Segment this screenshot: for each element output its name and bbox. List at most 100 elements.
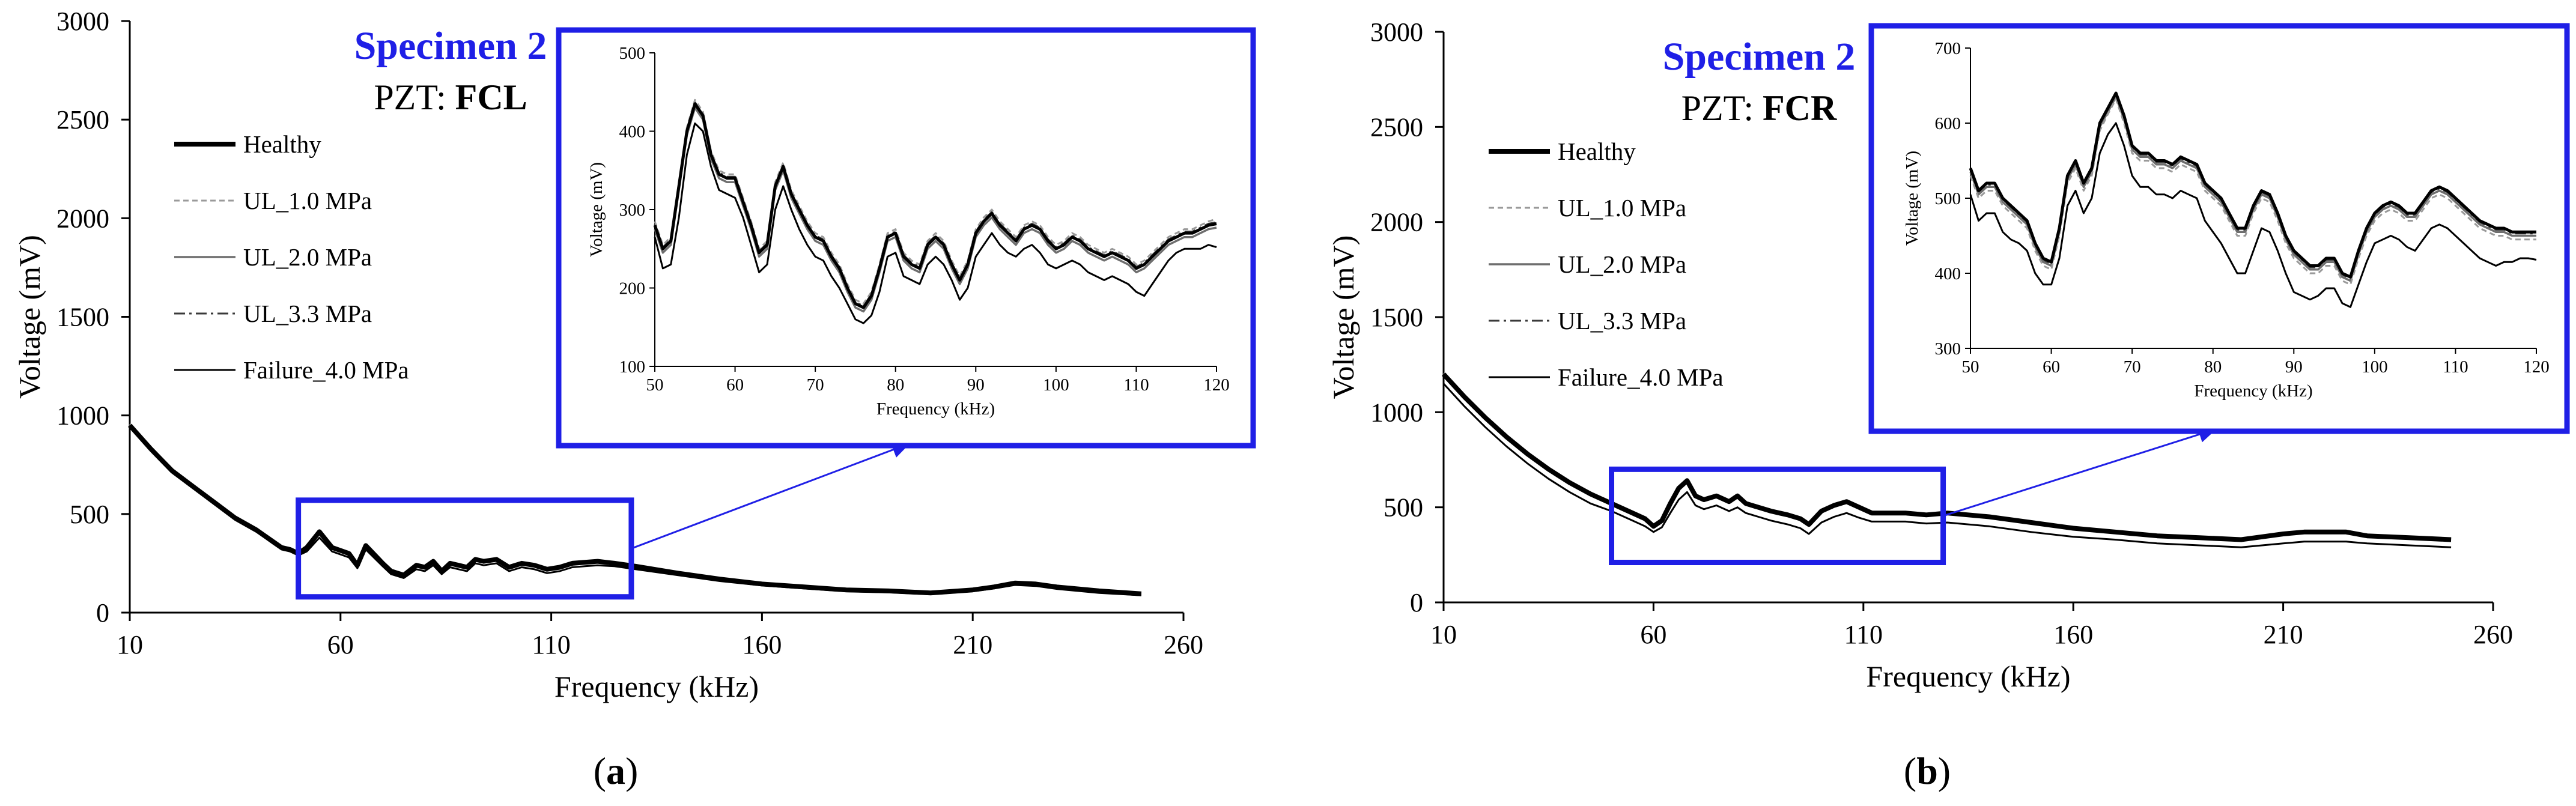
inset-x-tick-label: 80 — [2204, 357, 2222, 377]
y-tick-label: 1500 — [56, 303, 109, 332]
legend-label: Failure_4.0 MPa — [243, 356, 409, 384]
x-tick-label: 10 — [1430, 620, 1457, 649]
y-tick-label: 500 — [70, 500, 109, 529]
inset-y-tick-label: 400 — [1935, 264, 1961, 283]
legend-label: Healthy — [1558, 138, 1636, 165]
inset-y-tick-label: 500 — [1935, 189, 1961, 208]
inset-y-tick-label: 300 — [1935, 339, 1961, 359]
inset-x-tick-label: 100 — [2362, 357, 2388, 377]
inset-series-line-healthy — [1969, 91, 2536, 279]
inset-frame — [556, 27, 1256, 449]
inset-y-tick-label: 200 — [619, 279, 646, 298]
pzt-title: PZT: FCR — [1681, 88, 1837, 128]
inset-x-tick-label: 110 — [1123, 375, 1149, 395]
y-tick-label: 1000 — [56, 401, 109, 431]
inset-x-tick-label: 120 — [2523, 357, 2550, 377]
x-tick-label: 60 — [327, 630, 354, 659]
inset-x-tick-label: 70 — [807, 375, 824, 395]
x-tick-label: 210 — [953, 630, 992, 659]
specimen-title: Specimen 2 — [1663, 35, 1856, 79]
zoom-highlight-box — [1609, 466, 1946, 565]
panel-caption: (b) — [1904, 750, 1951, 792]
x-tick-label: 10 — [117, 630, 143, 659]
zoom-connector-line — [1943, 428, 2217, 517]
panel-caption: (a) — [594, 750, 639, 792]
inset-frame — [1868, 23, 2570, 434]
x-tick-label: 260 — [1164, 630, 1203, 659]
x-tick-label: 110 — [1844, 620, 1883, 649]
y-tick-label: 2500 — [56, 105, 109, 135]
x-axis-title: Frequency (kHz) — [1866, 659, 2070, 693]
x-tick-label: 210 — [2264, 620, 2303, 649]
inset-y-tick-label: 700 — [1935, 39, 1961, 58]
series-line-failure-4-0-mpa — [1442, 383, 2452, 548]
legend-label: UL_2.0 MPa — [1558, 250, 1686, 278]
inset-y-tick-label: 400 — [619, 123, 646, 142]
panel-b: 0 500 1000 1500 2000 2500 3000 10 60 110 160 210 260… — [1326, 17, 2570, 792]
panel-a: 0 500 1000 1500 2000 2500 3000 10 60 110 160 210 260… — [13, 7, 1256, 792]
legend-label: UL_1.0 MPa — [243, 187, 372, 214]
x-tick-label: 60 — [1640, 620, 1666, 649]
inset-x-tick-label: 90 — [2285, 357, 2303, 377]
y-tick-label: 0 — [1410, 588, 1423, 617]
inset-x-tick-label: 50 — [1962, 357, 1979, 377]
pzt-title: PZT: FCL — [374, 77, 527, 117]
inset-series-line-failure-4-0-mpa — [1969, 122, 2537, 308]
y-tick-label: 2000 — [1370, 208, 1423, 237]
y-axis-title: Voltage (mV) — [1326, 235, 1360, 399]
inset-x-tick-label: 50 — [646, 375, 664, 395]
inset-x-axis-title: Frequency (kHz) — [2194, 381, 2312, 401]
inset-x-tick-label: 90 — [967, 375, 985, 395]
legend-label: Failure_4.0 MPa — [1558, 363, 1724, 391]
legend-label: UL_1.0 MPa — [1558, 194, 1686, 222]
inset-y-tick-label: 500 — [619, 44, 646, 63]
x-tick-label: 160 — [742, 630, 782, 659]
pzt-sensor-id: FCL — [455, 77, 527, 117]
legend-label: UL_2.0 MPa — [243, 243, 372, 271]
inset-series-line-ul-1-0-mpa — [1969, 98, 2536, 286]
x-axis-title: Frequency (kHz) — [554, 670, 759, 703]
inset-x-axis-title: Frequency (kHz) — [876, 399, 995, 419]
inset-y-tick-label: 300 — [619, 201, 646, 220]
inset-series-line-healthy — [653, 102, 1217, 309]
y-tick-label: 2500 — [1370, 112, 1423, 142]
x-tick-label: 110 — [532, 630, 570, 659]
inset-y-axis-title: Voltage (mV) — [1903, 151, 1922, 246]
inset-series-line-failure-4-0-mpa — [654, 122, 1217, 324]
inset-x-tick-label: 60 — [2043, 357, 2060, 377]
legend-label: Healthy — [243, 130, 321, 158]
pzt-sensor-id: FCR — [1763, 88, 1837, 128]
panel-letter: a — [606, 750, 625, 792]
y-tick-label: 500 — [1384, 493, 1423, 523]
inset-x-tick-label: 80 — [887, 375, 904, 395]
x-tick-label: 160 — [2053, 620, 2093, 649]
inset-x-tick-label: 110 — [2443, 357, 2468, 377]
inset-x-tick-label: 100 — [1043, 375, 1069, 395]
legend-label: UL_3.3 MPa — [243, 300, 372, 327]
inset-y-tick-label: 100 — [619, 357, 646, 377]
inset-x-tick-label: 60 — [726, 375, 744, 395]
y-axis-title: Voltage (mV) — [13, 235, 46, 399]
y-tick-label: 1500 — [1370, 303, 1423, 332]
inset-x-tick-label: 70 — [2124, 357, 2141, 377]
series-line-healthy — [1442, 372, 2452, 542]
inset-y-tick-label: 600 — [1935, 114, 1961, 133]
specimen-title: Specimen 2 — [354, 24, 547, 68]
y-tick-label: 2000 — [56, 204, 109, 233]
y-tick-label: 1000 — [1370, 398, 1423, 427]
x-tick-label: 260 — [2473, 620, 2513, 649]
inset-x-tick-label: 120 — [1203, 375, 1230, 395]
series-line-healthy — [128, 423, 1142, 596]
zoom-highlight-box — [296, 497, 634, 600]
pzt-prefix: PZT: — [374, 77, 455, 117]
inset-y-axis-title: Voltage (mV) — [587, 162, 606, 257]
y-tick-label: 3000 — [56, 7, 109, 36]
y-tick-label: 3000 — [1370, 17, 1423, 47]
legend-label: UL_3.3 MPa — [1558, 307, 1686, 335]
panel-letter: b — [1916, 750, 1938, 792]
zoom-connector-line — [631, 442, 911, 550]
y-tick-label: 0 — [96, 598, 109, 628]
series-line-failure-4-0-mpa — [129, 425, 1141, 596]
pzt-prefix: PZT: — [1681, 88, 1763, 128]
